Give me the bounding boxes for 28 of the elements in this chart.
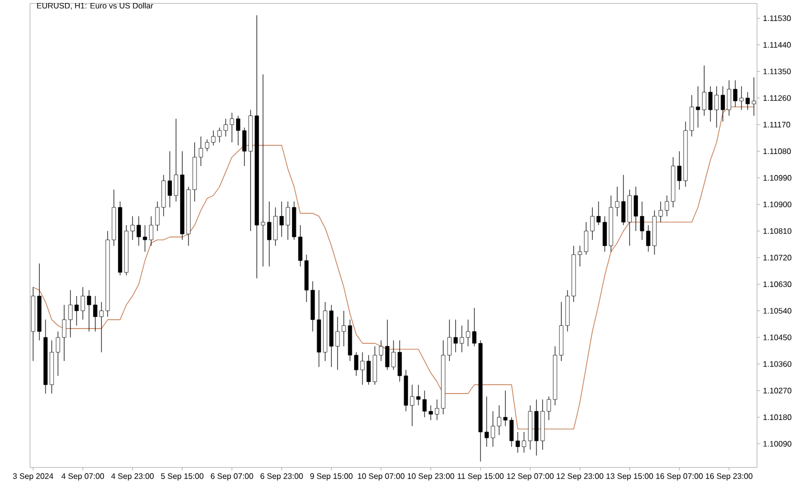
candlestick (267, 200, 272, 267)
candlestick (360, 352, 365, 385)
candlestick (733, 80, 738, 107)
candlestick (640, 200, 644, 240)
candlestick (391, 340, 396, 370)
candlestick (174, 118, 178, 202)
candlestick (739, 86, 744, 110)
candlestick (602, 216, 607, 252)
candlestick (522, 431, 526, 453)
candlestick (690, 94, 694, 137)
candlestick (130, 216, 135, 240)
candlestick (99, 301, 104, 352)
candlestick (434, 398, 440, 420)
candlestick (142, 224, 148, 252)
candlestick (260, 74, 266, 267)
candlestick (217, 127, 222, 142)
candlestick (93, 296, 98, 332)
candlestick (354, 352, 358, 376)
candlestick (230, 112, 234, 142)
candlestick (646, 224, 650, 252)
candlestick (273, 206, 278, 246)
candlestick (86, 290, 92, 332)
candlestick (696, 86, 700, 128)
candlestick (224, 118, 228, 137)
candlestick (596, 200, 601, 226)
candlestick (56, 330, 60, 376)
candlestick (136, 216, 141, 246)
candlestick (726, 80, 732, 116)
